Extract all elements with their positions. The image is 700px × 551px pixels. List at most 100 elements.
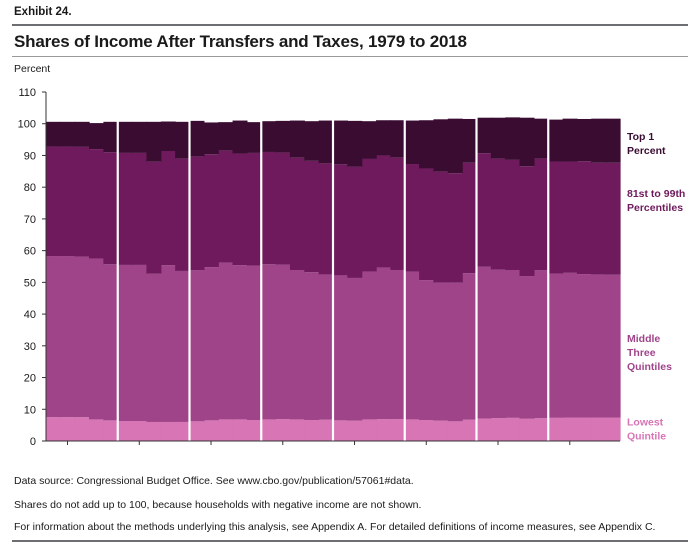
bar-segment-81st-to-99th-percentiles-1990 bbox=[203, 154, 219, 268]
y-tick-label-10: 10 bbox=[24, 404, 36, 416]
bar-segment-middle-three-quintiles-2015 bbox=[562, 272, 578, 418]
title-rule bbox=[12, 56, 688, 57]
bar-segment-middle-three-quintiles-1995 bbox=[275, 264, 291, 420]
bar-segment-middle-three-quintiles-2014 bbox=[548, 273, 564, 418]
bar-segment-lowest-quintile-2014 bbox=[548, 417, 564, 441]
bar-segment-middle-three-quintiles-1987 bbox=[160, 265, 176, 422]
bar-segment-middle-three-quintiles-2001 bbox=[361, 271, 377, 420]
bar-segment-lowest-quintile-2001 bbox=[361, 419, 377, 441]
bar-segment-top-1-percent-1997 bbox=[304, 121, 320, 161]
y-axis-unit-label: Percent bbox=[14, 63, 51, 75]
bar-segment-lowest-quintile-2002 bbox=[376, 419, 391, 441]
bar-segment-middle-three-quintiles-2004 bbox=[404, 271, 420, 420]
bar-segment-lowest-quintile-1995 bbox=[275, 419, 291, 441]
bar-segment-middle-three-quintiles-1985 bbox=[132, 264, 148, 422]
bar-segment-top-1-percent-1986 bbox=[146, 121, 162, 162]
bar-segment-middle-three-quintiles-1989 bbox=[189, 270, 205, 422]
bar-segment-81st-to-99th-percentiles-1995 bbox=[275, 152, 291, 265]
bar-segment-top-1-percent-2018 bbox=[605, 118, 621, 163]
bar-segment-top-1-percent-2000 bbox=[347, 120, 363, 167]
bar-segment-top-1-percent-1984 bbox=[117, 121, 133, 153]
bar-segment-middle-three-quintiles-2000 bbox=[347, 277, 363, 421]
bar-segment-81st-to-99th-percentiles-1991 bbox=[218, 150, 234, 263]
bottom-rule bbox=[12, 540, 688, 542]
bar-segment-middle-three-quintiles-2009 bbox=[476, 266, 492, 419]
bar-segment-81st-to-99th-percentiles-1989 bbox=[189, 156, 205, 271]
bar-segment-top-1-percent-2003 bbox=[390, 120, 406, 158]
bar-segment-81st-to-99th-percentiles-1984 bbox=[117, 152, 133, 265]
y-tick-label-70: 70 bbox=[24, 214, 36, 226]
legend-line: Percent bbox=[627, 145, 666, 157]
bar-segment-top-1-percent-2013 bbox=[533, 118, 549, 159]
legend-line: Three bbox=[627, 347, 656, 359]
bar-segment-lowest-quintile-2003 bbox=[390, 419, 406, 441]
bar-segment-lowest-quintile-2016 bbox=[576, 417, 592, 441]
bar-segment-middle-three-quintiles-1986 bbox=[146, 273, 162, 422]
bar-segment-middle-three-quintiles-1990 bbox=[203, 267, 219, 421]
bar-segment-middle-three-quintiles-1991 bbox=[218, 262, 234, 420]
bar-segment-top-1-percent-2014 bbox=[548, 119, 564, 162]
bar-segment-81st-to-99th-percentiles-2007 bbox=[447, 173, 463, 283]
bar-segment-middle-three-quintiles-1993 bbox=[246, 265, 262, 421]
bar-segment-lowest-quintile-1999 bbox=[333, 420, 348, 441]
bar-segment-81st-to-99th-percentiles-2000 bbox=[347, 166, 363, 278]
bar-segment-81st-to-99th-percentiles-2018 bbox=[605, 162, 621, 275]
bar-segment-lowest-quintile-1986 bbox=[146, 421, 162, 441]
bar-segment-81st-to-99th-percentiles-2003 bbox=[390, 157, 406, 270]
legend-line: Lowest bbox=[627, 416, 664, 428]
bar-segment-lowest-quintile-1981 bbox=[74, 417, 90, 441]
bar-segment-middle-three-quintiles-2003 bbox=[390, 269, 406, 420]
bar-segment-top-1-percent-1989 bbox=[189, 120, 205, 157]
bar-segment-81st-to-99th-percentiles-2011 bbox=[505, 159, 521, 270]
bar-segment-81st-to-99th-percentiles-1998 bbox=[318, 163, 334, 275]
bar-segment-81st-to-99th-percentiles-2006 bbox=[433, 171, 449, 283]
bar-segment-81st-to-99th-percentiles-2005 bbox=[419, 168, 435, 281]
bar-segment-middle-three-quintiles-2012 bbox=[519, 276, 535, 419]
bar-segment-middle-three-quintiles-2017 bbox=[591, 274, 607, 418]
bar-segment-81st-to-99th-percentiles-1997 bbox=[304, 160, 320, 273]
bar-segment-lowest-quintile-1983 bbox=[103, 420, 119, 441]
bar-segment-81st-to-99th-percentiles-2014 bbox=[548, 161, 564, 274]
bar-segment-lowest-quintile-1993 bbox=[246, 420, 262, 441]
bar-segment-81st-to-99th-percentiles-1980 bbox=[60, 146, 76, 257]
y-tick-label-60: 60 bbox=[24, 246, 36, 258]
bar-segment-lowest-quintile-2005 bbox=[419, 420, 435, 441]
bar-segment-lowest-quintile-2011 bbox=[505, 417, 521, 441]
bar-segment-81st-to-99th-percentiles-1992 bbox=[232, 153, 248, 266]
bar-segment-81st-to-99th-percentiles-2004 bbox=[404, 164, 420, 272]
bar-segment-81st-to-99th-percentiles-1981 bbox=[74, 146, 90, 257]
bar-segment-lowest-quintile-1996 bbox=[289, 419, 305, 441]
y-tick-label-20: 20 bbox=[24, 373, 36, 385]
y-tick-label-100: 100 bbox=[18, 119, 36, 131]
bar-segment-top-1-percent-2007 bbox=[447, 118, 463, 174]
legend-label-lowest-quintile: Lowest Quintile bbox=[627, 416, 666, 442]
bar-segment-middle-three-quintiles-1980 bbox=[60, 256, 76, 418]
bar-segment-lowest-quintile-2008 bbox=[462, 419, 478, 441]
bar-segment-top-1-percent-2002 bbox=[376, 120, 391, 156]
bar-segment-middle-three-quintiles-1983 bbox=[103, 264, 119, 421]
bar-segment-81st-to-99th-percentiles-1985 bbox=[132, 152, 148, 265]
top-rule bbox=[12, 24, 688, 26]
bar-segment-middle-three-quintiles-2010 bbox=[490, 269, 506, 419]
y-tick-label-30: 30 bbox=[24, 341, 36, 353]
y-tick-label-0: 0 bbox=[30, 436, 36, 448]
bar-segment-top-1-percent-2009 bbox=[476, 117, 492, 154]
bar-segment-middle-three-quintiles-2005 bbox=[419, 280, 435, 421]
bar-segment-lowest-quintile-2000 bbox=[347, 420, 363, 441]
bar-segment-81st-to-99th-percentiles-1987 bbox=[160, 151, 176, 266]
bar-segment-lowest-quintile-1980 bbox=[60, 417, 76, 441]
bar-segment-lowest-quintile-1994 bbox=[261, 419, 277, 441]
bar-segment-81st-to-99th-percentiles-1983 bbox=[103, 152, 119, 265]
bar-segment-81st-to-99th-percentiles-2017 bbox=[591, 162, 607, 275]
bar-segment-81st-to-99th-percentiles-1994 bbox=[261, 151, 277, 265]
bar-segment-top-1-percent-1992 bbox=[232, 120, 248, 154]
bar-segment-lowest-quintile-2015 bbox=[562, 417, 578, 441]
bar-segment-81st-to-99th-percentiles-2009 bbox=[476, 153, 492, 267]
bar-segment-lowest-quintile-2006 bbox=[433, 420, 449, 441]
bar-segment-middle-three-quintiles-2008 bbox=[462, 273, 478, 420]
legend-line: Percentiles bbox=[627, 202, 683, 214]
bar-segment-lowest-quintile-2010 bbox=[490, 418, 506, 441]
bar-segment-81st-to-99th-percentiles-1996 bbox=[289, 157, 305, 270]
legend-line: Quintile bbox=[627, 430, 666, 442]
bar-segment-top-1-percent-2016 bbox=[576, 118, 592, 162]
